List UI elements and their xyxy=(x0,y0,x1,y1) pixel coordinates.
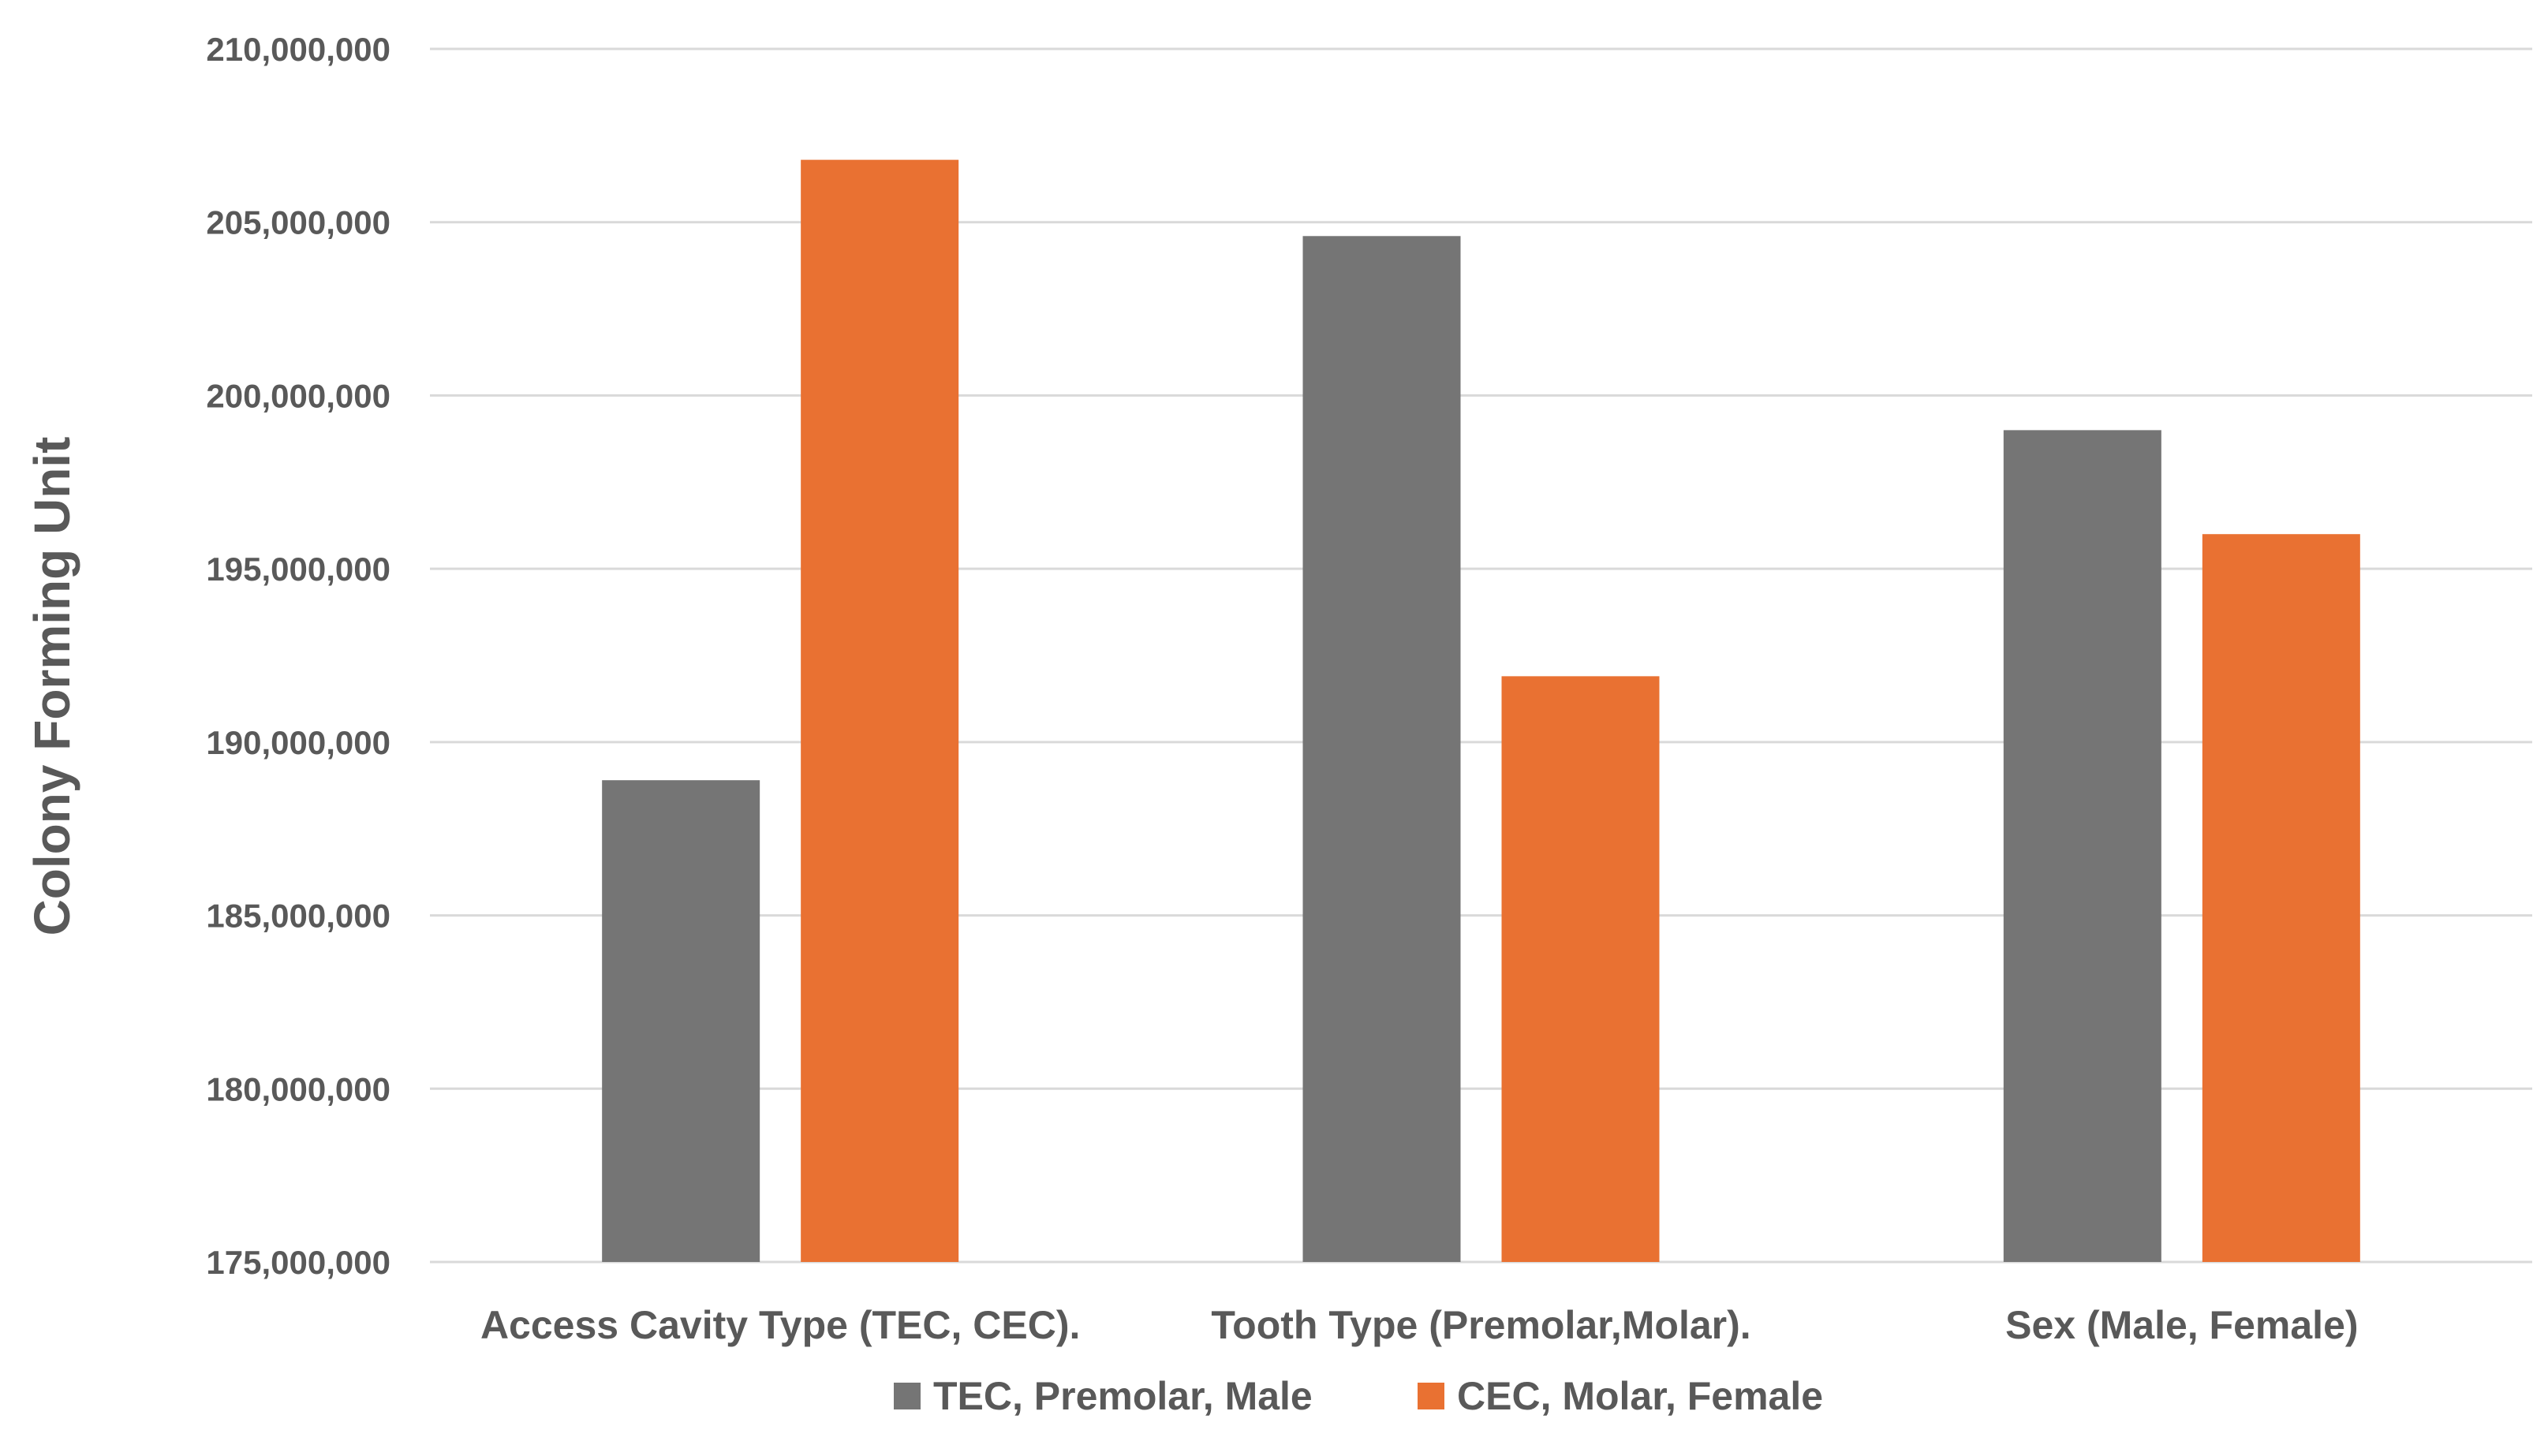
legend-label: CEC, Molar, Female xyxy=(1457,1374,1823,1418)
bar-series1-cat1 xyxy=(602,780,760,1262)
y-tick-label: 195,000,000 xyxy=(206,551,390,588)
bar-series1-cat2 xyxy=(1302,236,1461,1262)
y-tick-label: 175,000,000 xyxy=(206,1244,390,1281)
bar-series2-cat2 xyxy=(1501,676,1660,1262)
x-axis-categories: Access Cavity Type (TEC, CEC). Tooth Type… xyxy=(480,1303,2359,1347)
legend: TEC, Premolar, Male CEC, Molar, Female xyxy=(894,1374,1823,1418)
bars xyxy=(602,159,2360,1263)
y-tick-label: 200,000,000 xyxy=(206,377,390,414)
y-tick-label: 180,000,000 xyxy=(206,1070,390,1107)
y-axis-label: Colony Forming Unit xyxy=(24,437,80,936)
y-tick-label: 190,000,000 xyxy=(206,724,390,761)
bar-series2-cat3 xyxy=(2202,534,2360,1262)
bar-series1-cat3 xyxy=(2003,430,2161,1263)
legend-swatch xyxy=(894,1383,921,1409)
gridlines xyxy=(430,47,2532,1264)
y-tick-label: 210,000,000 xyxy=(206,31,390,68)
x-category-label: Access Cavity Type (TEC, CEC). xyxy=(480,1303,1080,1347)
y-tick-label: 205,000,000 xyxy=(206,204,390,241)
y-axis-ticks: 175,000,000 180,000,000 185,000,000 190,000… xyxy=(206,31,390,1281)
x-category-label: Tooth Type (Premolar,Molar). xyxy=(1211,1303,1750,1347)
legend-label: TEC, Premolar, Male xyxy=(933,1374,1313,1418)
y-tick-label: 185,000,000 xyxy=(206,898,390,935)
legend-swatch xyxy=(1418,1383,1444,1409)
x-category-label: Sex (Male, Female) xyxy=(2005,1303,2358,1347)
bar-series2-cat1 xyxy=(801,159,959,1262)
